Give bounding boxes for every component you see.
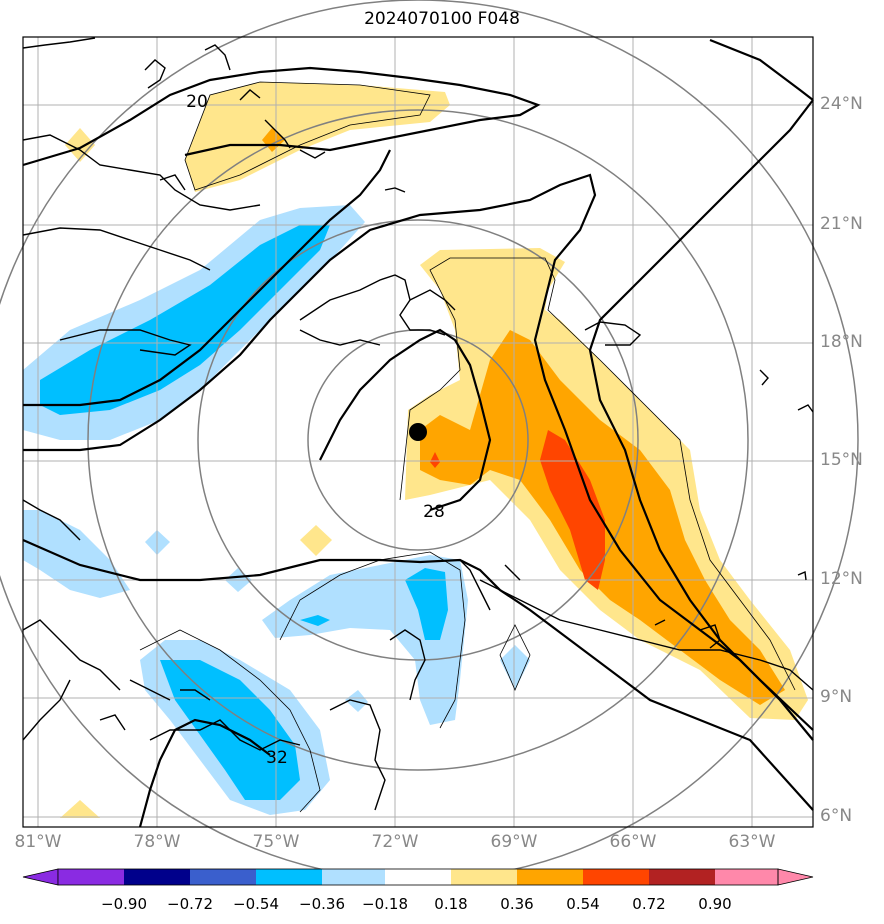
colorbar-tick: 0.72	[632, 895, 666, 913]
positive-shade-light	[65, 128, 95, 162]
lon-label: 66°W	[609, 832, 657, 852]
contour-label-32: 32	[266, 748, 288, 768]
lat-label: 12°N	[820, 569, 863, 589]
contour-label-20: 20	[186, 92, 208, 112]
colorbar-tick: −0.90	[101, 895, 147, 913]
colorbar-tick: −0.54	[233, 895, 279, 913]
positive-shade-strong	[540, 430, 605, 590]
lon-label: 75°W	[252, 832, 300, 852]
negative-shade-light	[500, 645, 530, 690]
lat-label: 6°N	[820, 806, 853, 826]
colorbar-tick: −0.72	[167, 895, 213, 913]
lon-label: 78°W	[133, 832, 181, 852]
thin-contours	[139, 81, 796, 813]
lon-label: 69°W	[490, 832, 538, 852]
lon-label: 63°W	[728, 832, 776, 852]
colorbar-tick: 0.36	[500, 895, 534, 913]
lat-label: 24°N	[820, 94, 863, 114]
graticule	[23, 37, 813, 827]
map-title: 2024070100 F048	[364, 9, 520, 29]
storm-center-dot	[409, 423, 427, 441]
height-contours	[22, 38, 814, 828]
positive-shade-light	[185, 82, 450, 192]
shading-layer	[23, 82, 808, 818]
lon-label: 72°W	[371, 832, 419, 852]
colorbar-tick: 0.90	[698, 895, 732, 913]
colorbar-tick: 0.18	[434, 895, 468, 913]
colorbar-tick: −0.18	[362, 895, 408, 913]
positive-shade-strong	[430, 452, 440, 468]
lat-label: 9°N	[820, 687, 853, 707]
negative-shade-light	[23, 510, 130, 598]
lat-label: 18°N	[820, 332, 863, 352]
colorbar-tick: 0.54	[566, 895, 600, 913]
negative-shade-medium	[405, 568, 448, 640]
contour-labels: 20 28 32	[186, 92, 445, 768]
positive-shade-light	[300, 525, 332, 556]
positive-shade-light	[60, 800, 100, 818]
contour-label-28: 28	[423, 502, 445, 522]
colorbar-tick: −0.36	[299, 895, 345, 913]
lat-label: 15°N	[820, 450, 863, 470]
negative-shade-medium	[300, 615, 330, 626]
lon-label: 81°W	[14, 832, 62, 852]
colorbar	[22, 868, 814, 886]
negative-shade-medium	[40, 225, 330, 415]
lat-label: 21°N	[820, 214, 863, 234]
coastlines	[22, 37, 814, 811]
